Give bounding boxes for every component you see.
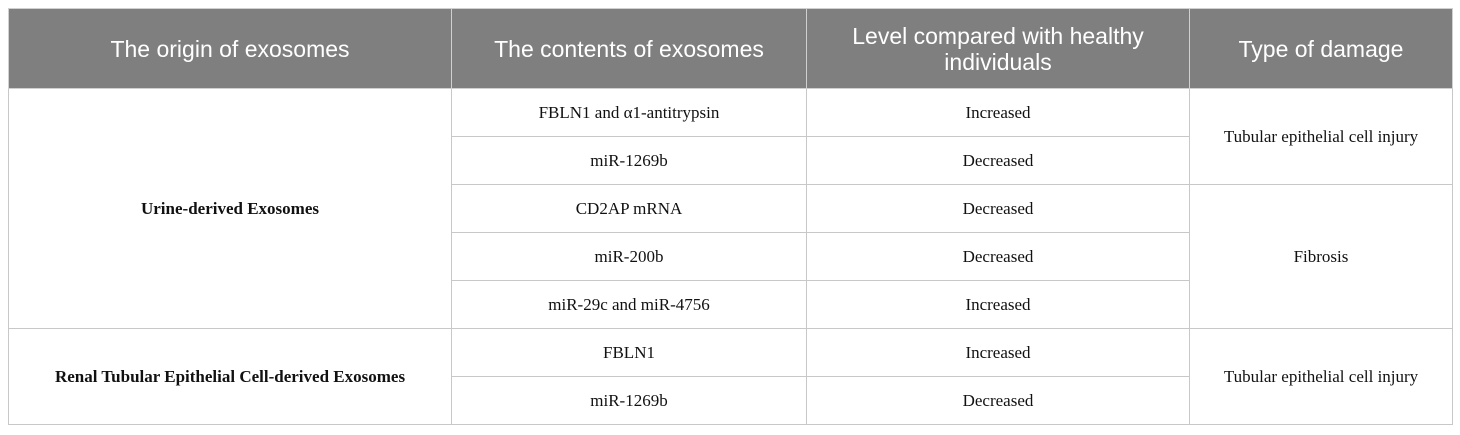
header-cell: Type of damage [1189, 8, 1453, 89]
row: Renal Tubular Epithelial Cell-derived Ex… [8, 328, 1453, 425]
level-cell: Decreased [806, 136, 1190, 185]
row: Urine-derived Exosomes FBLN1 and α1-anti… [8, 88, 1453, 329]
table-wrapper: The origin of exosomes The contents of e… [8, 8, 1453, 425]
header-cell: The origin of exosomes [8, 8, 452, 89]
origin-cell: Renal Tubular Epithelial Cell-derived Ex… [8, 328, 452, 425]
damage-cell: Tubular epithelial cell injury [1189, 88, 1453, 185]
origin-cell: Urine-derived Exosomes [8, 88, 452, 329]
data-table: The origin of exosomes The contents of e… [8, 8, 1453, 425]
header-cell: The contents of exosomes [451, 8, 807, 89]
contents-cell: miR-29c and miR-4756 [451, 280, 807, 329]
row: miR-200b Decreased [9, 232, 1453, 281]
row: miR-1269b Decreased [9, 136, 1453, 185]
damage-cell: Tubular epithelial cell injury [1189, 328, 1453, 425]
row: miR-1269b Decreased [9, 376, 1453, 425]
row: miR-29c and miR-4756 Increased [9, 280, 1453, 329]
level-cell: Increased [806, 328, 1190, 377]
contents-cell: miR-200b [451, 232, 807, 281]
level-cell: Increased [806, 88, 1190, 137]
header-row: The origin of exosomes The contents of e… [8, 8, 1453, 89]
contents-cell: CD2AP mRNA [451, 184, 807, 233]
level-cell: Decreased [806, 232, 1190, 281]
damage-cell: Fibrosis [1189, 184, 1453, 329]
level-cell: Decreased [806, 184, 1190, 233]
header-cell: Level compared with healthy individuals [806, 8, 1190, 89]
level-cell: Increased [806, 280, 1190, 329]
contents-cell: FBLN1 and α1-antitrypsin [451, 88, 807, 137]
contents-cell: miR-1269b [451, 376, 807, 425]
contents-cell: FBLN1 [451, 328, 807, 377]
level-cell: Decreased [806, 376, 1190, 425]
row: CD2AP mRNA Decreased Fibrosis [9, 184, 1453, 329]
contents-cell: miR-1269b [451, 136, 807, 185]
